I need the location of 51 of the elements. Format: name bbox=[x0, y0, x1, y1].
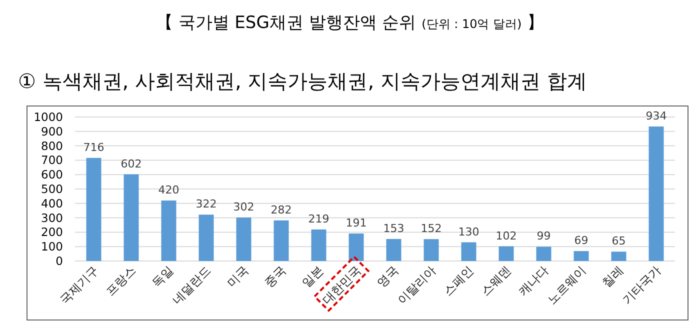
x-tick-label: 칠레 bbox=[599, 263, 626, 290]
data-label: 322 bbox=[196, 198, 217, 211]
bar bbox=[161, 200, 176, 261]
bar bbox=[348, 233, 364, 261]
data-label: 302 bbox=[233, 200, 254, 214]
y-tick-label: 800 bbox=[41, 138, 63, 153]
bar bbox=[198, 214, 214, 261]
y-tick-label: 400 bbox=[41, 196, 63, 210]
x-tick-label: 일본 bbox=[299, 263, 326, 290]
data-label: 420 bbox=[158, 184, 180, 197]
bar bbox=[86, 158, 102, 261]
bar bbox=[424, 239, 439, 261]
data-label: 602 bbox=[120, 157, 142, 170]
y-tick-label: 100 bbox=[41, 240, 63, 254]
bar bbox=[236, 218, 252, 261]
bar bbox=[536, 246, 552, 261]
bar bbox=[311, 229, 326, 261]
bar bbox=[461, 242, 476, 261]
y-tick-label: 500 bbox=[41, 182, 63, 196]
chart-subtitle: ① 녹색채권, 사회적채권, 지속가능채권, 지속가능연계채권 합계 bbox=[18, 69, 587, 93]
y-tick-label: 600 bbox=[41, 168, 63, 182]
data-label: 130 bbox=[458, 225, 480, 238]
data-label: 934 bbox=[646, 110, 667, 123]
x-tick-label: 중국 bbox=[262, 263, 288, 290]
data-label: 191 bbox=[346, 216, 367, 230]
bar bbox=[574, 251, 589, 261]
bar bbox=[498, 246, 514, 261]
data-label: 102 bbox=[496, 229, 517, 242]
y-tick-label: 300 bbox=[41, 210, 63, 225]
data-label: 219 bbox=[308, 212, 330, 226]
y-tick-label: 1000 bbox=[34, 110, 63, 124]
data-label: 282 bbox=[270, 203, 292, 216]
data-label: 65 bbox=[612, 234, 626, 248]
x-tick-label: 독일 bbox=[149, 263, 176, 290]
bar bbox=[648, 126, 664, 261]
y-tick-label: 900 bbox=[41, 124, 63, 138]
data-label: 716 bbox=[83, 140, 104, 154]
y-tick-label: 700 bbox=[41, 153, 63, 168]
x-tick-label: 미국 bbox=[224, 263, 251, 290]
bar bbox=[274, 220, 289, 261]
chart-title: 【 국가별 ESG채권 발행잔액 순위 (단위 : 10억 달러) 】 bbox=[156, 13, 544, 33]
bar bbox=[611, 252, 626, 261]
bar bbox=[386, 238, 402, 261]
data-label: 153 bbox=[383, 222, 404, 235]
data-label: 99 bbox=[536, 230, 551, 243]
bar bbox=[124, 174, 139, 261]
data-label: 69 bbox=[574, 234, 588, 248]
y-tick-label: 200 bbox=[41, 225, 63, 240]
x-tick-label: 영국 bbox=[374, 263, 401, 290]
y-tick-label: 0 bbox=[56, 254, 63, 268]
data-label: 152 bbox=[420, 222, 442, 236]
